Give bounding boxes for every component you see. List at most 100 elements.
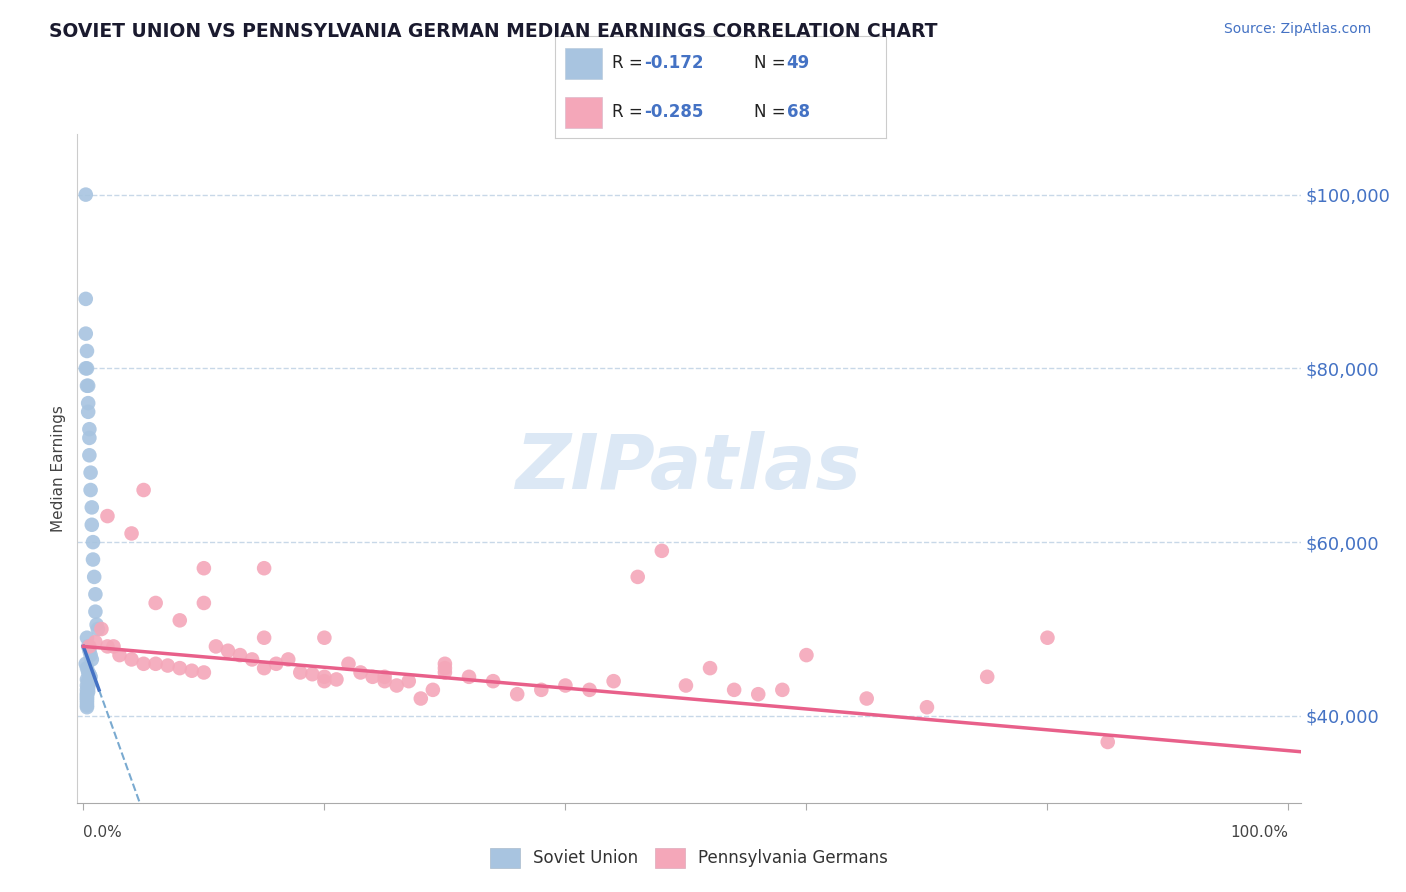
Point [79,640,101,654]
Text: 68: 68 [787,103,810,120]
Point [264,657,287,671]
Text: 0.0%: 0.0% [83,824,122,839]
Text: R =: R = [612,54,648,72]
Point [253,561,276,575]
Point [482,674,505,689]
Point [253,661,276,675]
Point [651,544,673,558]
Point [79,483,101,497]
Point [433,661,456,675]
Point [723,682,745,697]
Y-axis label: Median Earnings: Median Earnings [51,405,66,532]
Point [76,378,98,392]
Point [193,561,215,575]
Point [84,635,107,649]
Point [79,422,101,436]
Point [1097,735,1119,749]
Point [314,631,336,645]
Point [76,661,98,675]
Point [699,661,721,675]
Point [506,687,529,701]
Point [277,652,299,666]
Point [75,187,97,202]
Point [627,570,650,584]
Text: 100.0%: 100.0% [1230,824,1288,839]
Point [76,691,98,706]
Point [325,673,347,687]
Point [770,682,793,697]
Point [79,676,101,690]
Point [193,665,215,680]
Point [76,679,98,693]
Point [180,664,202,678]
Point [76,686,98,700]
Point [217,644,239,658]
Text: N =: N = [754,54,790,72]
Point [337,657,360,671]
Point [169,613,191,627]
Point [103,640,125,654]
Point [156,658,179,673]
Point [145,657,167,671]
Point [76,696,98,710]
Point [121,526,143,541]
Point [121,652,143,666]
Point [77,640,100,654]
Point [82,552,104,566]
Point [84,605,107,619]
Point [253,631,276,645]
Point [75,292,97,306]
Point [90,622,112,636]
Point [77,665,100,680]
Point [796,648,818,662]
Point [76,693,98,707]
Point [1036,631,1059,645]
Bar [565,97,602,128]
Text: ZIPatlas: ZIPatlas [516,432,862,505]
Point [554,679,576,693]
Point [76,361,98,376]
Point [76,631,98,645]
Point [374,674,396,689]
Point [361,670,384,684]
Point [747,687,769,701]
Point [75,657,97,671]
Point [79,648,101,662]
Point [79,670,101,684]
Point [96,509,118,524]
Point [602,674,624,689]
Point [76,344,98,359]
Text: -0.172: -0.172 [644,54,704,72]
Point [76,682,98,697]
Point [76,688,98,702]
Point [96,640,118,654]
Legend: Soviet Union, Pennsylvania Germans: Soviet Union, Pennsylvania Germans [484,841,894,875]
Point [83,570,105,584]
Point [915,700,938,714]
Point [229,648,252,662]
Point [76,673,98,687]
Point [77,405,100,419]
Point [76,690,98,704]
Point [301,667,323,681]
Point [578,682,600,697]
Text: N =: N = [754,103,790,120]
Point [79,431,101,445]
Point [77,378,100,392]
Point [80,517,103,532]
Text: Source: ZipAtlas.com: Source: ZipAtlas.com [1223,22,1371,37]
Point [530,682,553,697]
Point [349,665,371,680]
Point [79,644,101,658]
Point [86,617,108,632]
Point [79,466,101,480]
Point [80,652,103,666]
Point [76,700,98,714]
Point [314,674,336,689]
Point [240,652,263,666]
Text: 49: 49 [787,54,810,72]
Point [205,640,228,654]
Point [77,674,100,689]
Text: R =: R = [612,103,648,120]
Point [145,596,167,610]
